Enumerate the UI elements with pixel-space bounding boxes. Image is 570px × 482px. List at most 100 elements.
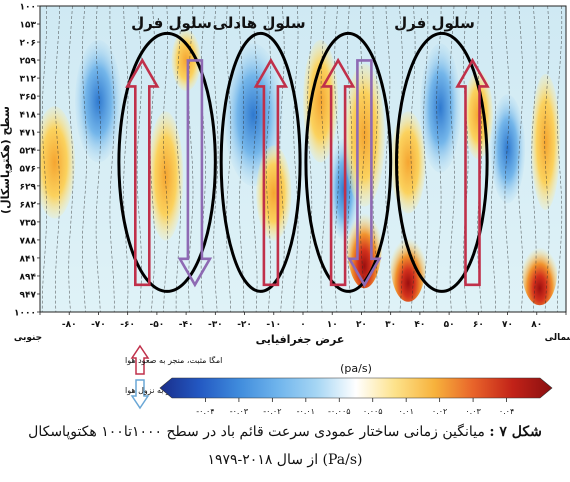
sinking-air-arrow	[177, 59, 213, 288]
rising-air-arrow	[320, 57, 356, 287]
contour-line	[557, 6, 563, 312]
contour-line	[136, 6, 142, 312]
field-warm-region	[148, 111, 184, 241]
contour-line	[436, 6, 442, 312]
x-tick-label: -۸۰	[62, 320, 77, 330]
omega-cross-section-figure: سلول فرل سلول هادلی سلول فرل ۱۰۰۱۵۳۲۰۶۲۵۹۳…	[0, 3, 570, 417]
field-cool-region	[490, 94, 526, 204]
y-tick-label: ۵۲۴	[20, 147, 37, 157]
colorbar-tick-label: ۰.۰۰۵	[363, 407, 383, 416]
contour-line	[226, 6, 232, 312]
field-warm-region	[256, 145, 292, 241]
contour-line	[490, 6, 496, 312]
field-cool-region	[75, 39, 122, 163]
field-hot-region	[522, 237, 558, 306]
field-warm-region	[390, 111, 426, 214]
y-tick-label: ۴۱۸	[20, 111, 37, 121]
contour-line	[307, 6, 313, 312]
y-tick-label: ۸۹۴	[20, 272, 37, 282]
contour-line	[265, 6, 271, 312]
contour-line	[293, 6, 299, 312]
y-tick-label: ۵۷۶	[20, 164, 36, 174]
circulation-cell-outline	[219, 31, 302, 293]
circulation-cell-outline	[395, 31, 489, 293]
y-tick-label: ۶۸۲	[20, 200, 37, 210]
contour-line	[41, 6, 47, 312]
field-warm-region	[171, 29, 201, 91]
y-tick-label: ۸۴۱	[20, 254, 36, 264]
circulation-cell-outline	[304, 31, 393, 293]
x-tick-label: ۲۰	[356, 320, 367, 330]
x-tick-label: ۵۰	[444, 320, 455, 330]
contour-line	[239, 6, 245, 312]
x-tick-label: -۴۰	[179, 320, 194, 330]
contour-line	[347, 6, 353, 312]
x-axis-south-label: جنوبی	[14, 333, 42, 343]
x-tick-label: -۱۰	[266, 320, 281, 330]
y-tick-label: ۹۴۷	[20, 290, 37, 300]
cell-label: سلول فرل	[131, 14, 212, 32]
colorbar-tick-label: ۰.۰۴	[499, 407, 514, 416]
x-tick-label: -۳۰	[208, 320, 223, 330]
contour-line	[68, 6, 74, 312]
rising-air-arrow	[253, 57, 289, 287]
x-tick-label: ۷۰	[502, 320, 513, 330]
x-tick-label: ۳۰	[385, 320, 396, 330]
x-tick-label: -۲۰	[237, 320, 252, 330]
colorbar-tick-label: -۰.۰۲	[263, 407, 281, 416]
circulation-cell-outline	[117, 31, 217, 293]
y-tick-label: ۱۰۰	[20, 3, 36, 13]
colorbar-tick-label: ۰.۰۳	[465, 407, 481, 416]
field-warm-region	[343, 63, 385, 207]
colorbar	[159, 377, 553, 399]
cell-label: سلول هادلی	[213, 14, 306, 32]
field-warm-region	[303, 39, 339, 163]
y-axis-title: سطح (هکتوپاسکال)	[0, 106, 12, 214]
cell-label: سلول فرل	[394, 14, 475, 32]
colorbar-tick-label: -۰.۰۱	[297, 407, 315, 416]
colorbar-tick-label: -۰.۰۳	[230, 407, 249, 416]
y-tick-label: ۴۷۱	[20, 129, 36, 139]
sinking-air-arrow	[347, 59, 382, 288]
field-cool-region	[419, 43, 461, 173]
y-tick-label: ۳۶۵	[20, 93, 37, 103]
x-tick-label: -۵۰	[150, 320, 165, 330]
y-tick-label: ۱۰۰۰	[14, 309, 36, 319]
contour-line	[334, 6, 340, 312]
colorbar-tick-label: -۰.۰۴	[196, 407, 214, 416]
y-tick-label: ۲۵۹	[20, 57, 37, 67]
contour-line	[81, 6, 87, 312]
contour-line	[531, 6, 537, 312]
y-tick-label: ۶۲۹	[20, 182, 37, 192]
contour-line	[123, 6, 129, 312]
y-tick-label: ۲۰۶	[20, 39, 36, 49]
y-tick-label: ۷۸۸	[20, 236, 37, 246]
contour-line	[109, 6, 115, 312]
contour-line	[162, 6, 169, 312]
legend-up-arrow	[130, 344, 150, 375]
colorbar-unit: (pa/s)	[340, 362, 372, 375]
contour-line	[463, 6, 469, 312]
contour-line	[518, 6, 524, 312]
contour-line	[477, 6, 483, 312]
contour-line	[213, 6, 219, 312]
field-hot-region	[346, 199, 382, 289]
x-tick-label: ۶۰	[473, 320, 484, 330]
x-axis-title: عرض جغرافیایی	[256, 333, 345, 346]
colorbar-tick-label: -۰.۰۰۵	[328, 407, 351, 416]
contour-line	[544, 6, 550, 312]
y-tick-label: ۱۵۳	[20, 21, 37, 31]
contour-line	[149, 6, 155, 312]
rising-air-arrow	[455, 57, 490, 287]
contour-line	[385, 6, 391, 312]
contour-line	[200, 6, 206, 312]
figure-caption-line2: (Pa/s) از سال ۲۰۱۸-۱۹۷۹	[207, 452, 363, 468]
field-warm-region	[40, 106, 76, 219]
rising-air-arrow	[125, 57, 160, 287]
x-tick-label: ۰	[300, 320, 306, 330]
x-tick-label: ۱۰	[327, 320, 338, 330]
field-hot-region	[390, 227, 426, 302]
y-tick-label: ۳۱۲	[20, 75, 37, 85]
legend-down-arrow	[130, 379, 150, 410]
contour-line	[252, 6, 258, 312]
